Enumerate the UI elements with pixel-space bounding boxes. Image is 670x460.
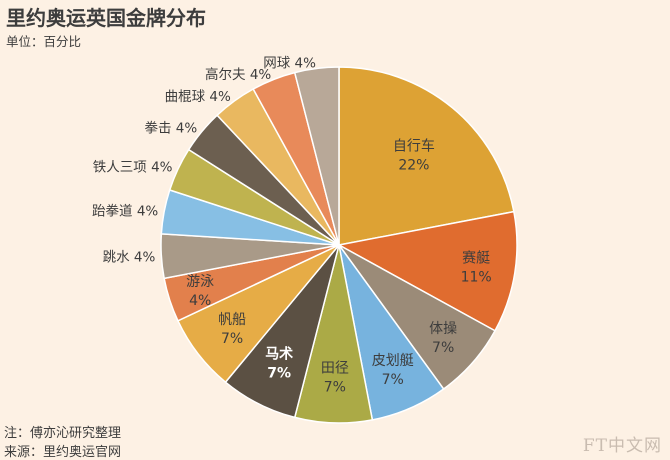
slice-label: 赛艇 [462,251,490,267]
slice-value-label: 22% [398,157,429,173]
chart-subtitle: 单位：百分比 [6,34,82,49]
slice-label: 帆船 [218,312,246,328]
slice-label: 体操 [429,321,457,337]
slice-label: 高尔夫 4% [205,66,271,83]
pie-slice [338,66,515,246]
slice-label: 皮划艇 [372,353,414,369]
slice-value-label: 11% [461,270,492,286]
chart-title: 里约奥运英国金牌分布 [6,6,206,30]
slice-label: 跆拳道 4% [92,204,158,220]
slice-value-label: 7% [432,340,454,356]
slice-value-label: 4% [189,293,211,309]
source-note: 来源：里约奥运官网 [4,445,122,460]
slice-label: 马术 [265,345,293,362]
slice-label: 田径 [321,361,349,377]
slice-value-label: 7% [382,372,404,388]
slice-label: 铁人三项 4% [93,160,173,176]
slice-label: 网球 4% [263,55,316,71]
research-note: 注：傅亦沁研究整理 [4,426,122,441]
ft-logo: FT中文网 [582,436,662,456]
pie-slice [336,210,518,332]
slice-label: 拳击 4% [145,121,198,137]
slice-label: 跳水 4% [103,250,156,266]
slice-value-label: 7% [221,331,243,347]
slice-label: 游泳 [186,274,214,290]
slice-value-label: 7% [267,365,291,381]
pie-slice [293,66,340,246]
slice-value-label: 7% [324,380,346,396]
slice-label: 曲棍球 4% [165,89,231,105]
slice-label: 自行车 [393,137,435,154]
